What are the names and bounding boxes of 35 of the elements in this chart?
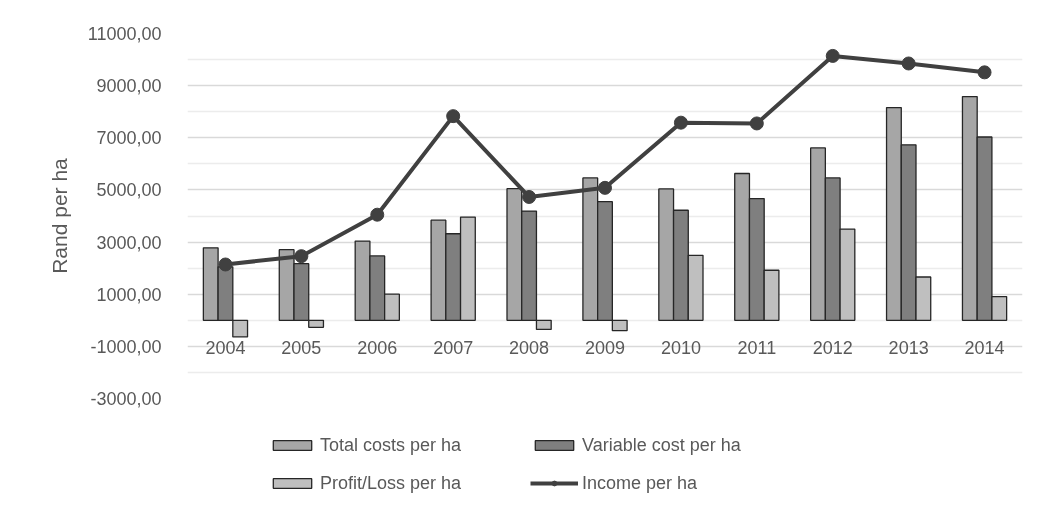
- point: [370, 207, 385, 222]
- point: [901, 56, 916, 71]
- point: [522, 189, 537, 204]
- point: [977, 65, 992, 80]
- y-tick-label: -1000,00: [90, 336, 162, 357]
- x-tick-label: 2005: [281, 337, 322, 358]
- y-tick-label: 1000,00: [96, 284, 162, 305]
- x-tick-label: 2004: [205, 337, 246, 358]
- x-tick-label: 2006: [357, 337, 398, 358]
- x-tick-label: 2007: [433, 337, 474, 358]
- x-tick-label: 2008: [509, 337, 550, 358]
- point: [598, 180, 612, 195]
- x-tick-label: 2010: [660, 337, 701, 358]
- point: [825, 48, 840, 63]
- point: [749, 116, 764, 131]
- y-tick-label: -3000,00: [90, 389, 162, 409]
- x-tick-label: 2012: [812, 337, 853, 358]
- y-tick-label: 3000,00: [96, 232, 162, 253]
- legend-label: Profit/Loss per ha: [320, 471, 463, 495]
- y-axis-title: Rand per ha: [47, 157, 71, 274]
- point: [294, 249, 309, 264]
- point: [446, 109, 461, 124]
- point: [673, 115, 688, 130]
- legend-label: Income per ha: [582, 471, 699, 495]
- legend-label: Total costs per ha: [320, 433, 463, 457]
- y-tick-label: 5000,00: [96, 180, 162, 201]
- y-tick-label: 9000,00: [96, 76, 162, 97]
- point: [218, 257, 233, 272]
- legend-label: Variable cost per ha: [582, 433, 742, 457]
- y-tick-label: 11000,00: [87, 24, 162, 44]
- x-tick-label: 2011: [737, 337, 777, 358]
- x-tick-label: 2013: [888, 337, 929, 358]
- x-tick-label: 2009: [584, 337, 626, 358]
- x-tick-label: 2014: [964, 337, 1005, 358]
- y-tick-label: 7000,00: [96, 128, 162, 149]
